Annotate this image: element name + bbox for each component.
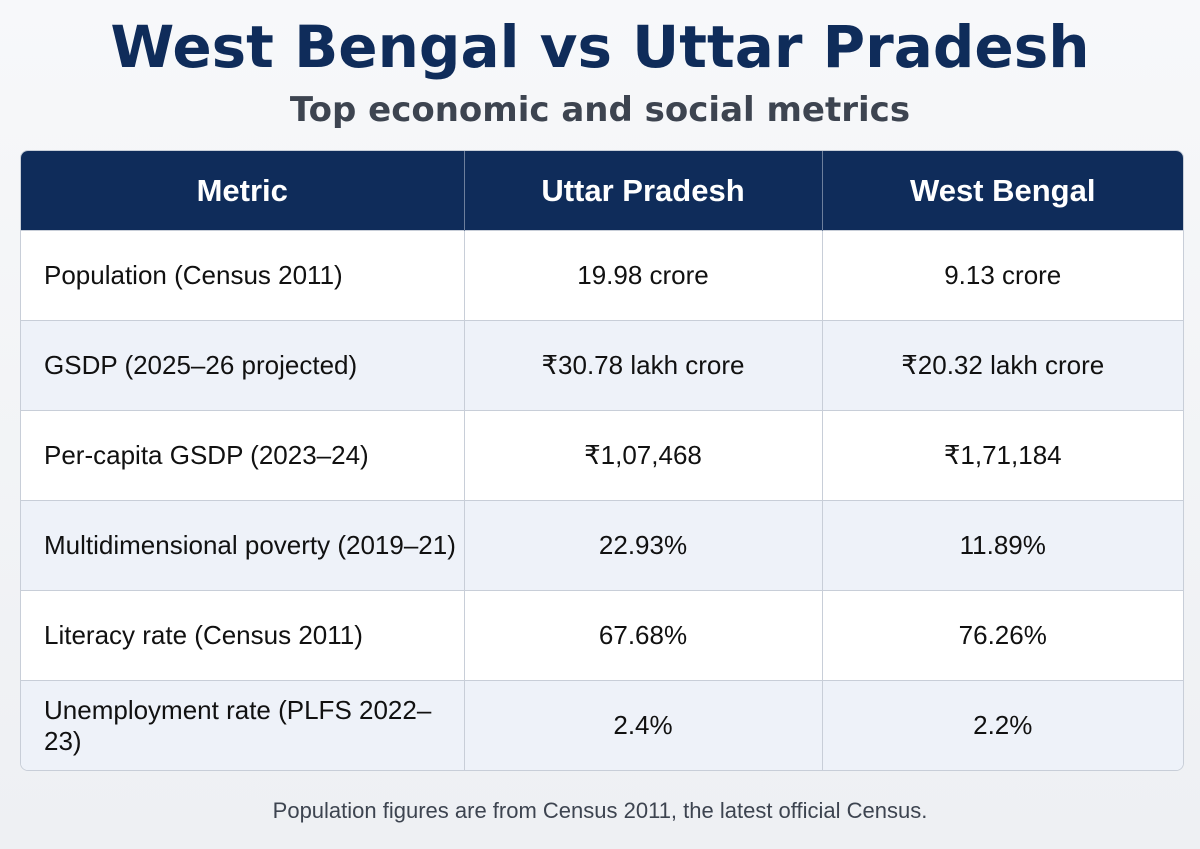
- west-bengal-value: 76.26%: [822, 590, 1183, 681]
- uttar-pradesh-value: ₹30.78 lakh crore: [464, 320, 823, 411]
- uttar-pradesh-value: ₹1,07,468: [464, 410, 823, 501]
- uttar-pradesh-value: 2.4%: [464, 680, 823, 770]
- metric-cell: Per-capita GSDP (2023–24): [21, 410, 465, 501]
- footnote: Population figures are from Census 2011,…: [272, 798, 928, 823]
- metric-cell: Literacy rate (Census 2011): [21, 590, 465, 681]
- metric-cell: Multidimensional poverty (2019–21): [21, 500, 465, 591]
- table-header-row: Metric Uttar Pradesh West Bengal: [21, 151, 1183, 231]
- metric-cell: GSDP (2025–26 projected): [21, 320, 465, 411]
- table-row: Multidimensional poverty (2019–21) 22.93…: [21, 500, 1183, 591]
- uttar-pradesh-value: 67.68%: [464, 590, 823, 681]
- table-row: GSDP (2025–26 projected) ₹30.78 lakh cro…: [21, 320, 1183, 411]
- page-subtitle: Top economic and social metrics: [289, 90, 911, 130]
- uttar-pradesh-value: 22.93%: [464, 500, 823, 591]
- table-row: Unemployment rate (PLFS 2022–23) 2.4% 2.…: [21, 680, 1183, 770]
- west-bengal-value: 11.89%: [822, 500, 1183, 591]
- metric-cell: Unemployment rate (PLFS 2022–23): [21, 680, 465, 770]
- west-bengal-value: 2.2%: [822, 680, 1183, 770]
- uttar-pradesh-value: 19.98 crore: [464, 230, 823, 321]
- west-bengal-value: ₹20.32 lakh crore: [822, 320, 1183, 411]
- column-header-uttar-pradesh: Uttar Pradesh: [464, 151, 823, 231]
- west-bengal-value: ₹1,71,184: [822, 410, 1183, 501]
- column-header-metric: Metric: [21, 151, 465, 231]
- metric-cell: Population (Census 2011): [21, 230, 465, 321]
- column-header-west-bengal: West Bengal: [822, 151, 1183, 231]
- west-bengal-value: 9.13 crore: [822, 230, 1183, 321]
- page-title: West Bengal vs Uttar Pradesh: [110, 13, 1090, 81]
- comparison-table: Metric Uttar Pradesh West Bengal Populat…: [20, 150, 1184, 771]
- table-row: Population (Census 2011) 19.98 crore 9.1…: [21, 230, 1183, 321]
- table-row: Per-capita GSDP (2023–24) ₹1,07,468 ₹1,7…: [21, 410, 1183, 501]
- table-row: Literacy rate (Census 2011) 67.68% 76.26…: [21, 590, 1183, 681]
